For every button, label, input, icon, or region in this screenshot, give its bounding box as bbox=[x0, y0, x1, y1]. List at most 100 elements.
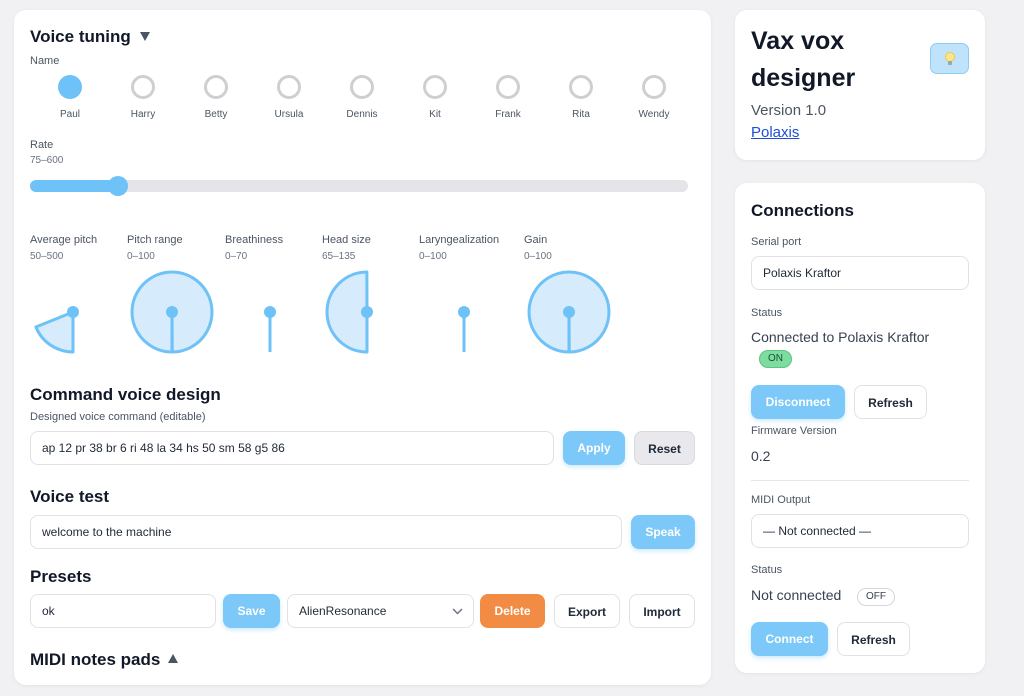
command-input[interactable]: ap 12 pr 38 br 6 ri 48 la 34 hs 50 sm 58… bbox=[30, 431, 554, 465]
export-button[interactable]: Export bbox=[554, 594, 620, 628]
knob-label: Average pitch bbox=[30, 234, 98, 246]
command-field-label: Designed voice command (editable) bbox=[30, 411, 206, 423]
knob-header: Average pitch 50–500 bbox=[30, 234, 97, 262]
voice-option-kit[interactable]: Kit bbox=[405, 75, 465, 120]
knob-head-size[interactable] bbox=[322, 267, 412, 357]
delete-preset-button[interactable]: Delete bbox=[480, 594, 545, 628]
status-badge-off: OFF bbox=[857, 588, 895, 606]
triangle-up-icon[interactable] bbox=[167, 653, 179, 664]
voice-tuning-card: Voice tuning Name Paul Harry Betty Ursula De… bbox=[14, 10, 711, 685]
voice-radio[interactable] bbox=[642, 75, 666, 99]
voice-name-label: Harry bbox=[130, 109, 156, 120]
voice-test-input[interactable]: welcome to the machine bbox=[30, 515, 622, 549]
connections-card: Connections Serial port Polaxis Kraftor … bbox=[735, 183, 985, 673]
voice-option-wendy[interactable]: Wendy bbox=[624, 75, 684, 120]
voice-name-label: Wendy bbox=[638, 109, 670, 120]
connections-title: Connections bbox=[751, 201, 854, 220]
knob-laryngealization[interactable] bbox=[419, 267, 509, 357]
triangle-down-icon[interactable] bbox=[139, 31, 151, 42]
knob-header: Head size 65–135 bbox=[322, 234, 371, 262]
voice-name-label: Kit bbox=[429, 109, 441, 120]
voice-name-label: Rita bbox=[572, 109, 590, 120]
rate-slider-thumb[interactable] bbox=[107, 176, 128, 196]
voice-name-label: Ursula bbox=[274, 109, 304, 120]
voice-name-label: Frank bbox=[495, 109, 521, 120]
voice-radio[interactable] bbox=[569, 75, 593, 99]
knob-label: Pitch range bbox=[127, 234, 183, 246]
voice-name-label: Dennis bbox=[346, 109, 378, 120]
voice-name-label: Betty bbox=[204, 109, 228, 120]
knob-handle bbox=[264, 306, 276, 318]
firmware-value: 0.2 bbox=[751, 448, 771, 464]
voice-option-paul[interactable]: Paul bbox=[40, 75, 100, 120]
voice-option-betty[interactable]: Betty bbox=[186, 75, 246, 120]
voice-option-frank[interactable]: Frank bbox=[478, 75, 538, 120]
voice-radio[interactable] bbox=[350, 75, 374, 99]
knob-range: 0–70 bbox=[225, 251, 248, 262]
knob-header: Gain 0–100 bbox=[524, 234, 552, 262]
knob-handle bbox=[166, 306, 178, 318]
knob-label: Head size bbox=[322, 234, 371, 246]
knob-pitch-range[interactable] bbox=[127, 267, 217, 357]
firmware-label: Firmware Version bbox=[751, 425, 837, 437]
knob-average-pitch[interactable] bbox=[28, 267, 118, 357]
speak-button[interactable]: Speak bbox=[631, 515, 695, 549]
preset-select[interactable]: AlienResonance bbox=[287, 594, 474, 628]
voice-radio[interactable] bbox=[496, 75, 520, 99]
import-button[interactable]: Import bbox=[629, 594, 695, 628]
reset-button[interactable]: Reset bbox=[634, 431, 695, 465]
serial-status-label: Status bbox=[751, 307, 783, 319]
knob-header: Pitch range 0–100 bbox=[127, 234, 183, 262]
knob-handle bbox=[67, 306, 79, 318]
voice-option-harry[interactable]: Harry bbox=[113, 75, 173, 120]
knob-label: Gain bbox=[524, 234, 548, 246]
serial-port-select[interactable]: Polaxis Kraftor bbox=[751, 256, 969, 290]
voice-option-rita[interactable]: Rita bbox=[551, 75, 611, 120]
voice-option-dennis[interactable]: Dennis bbox=[332, 75, 392, 120]
rate-slider[interactable] bbox=[30, 176, 688, 196]
connections-divider bbox=[751, 480, 969, 481]
knob-value-arc bbox=[325, 270, 369, 354]
app-title-line1: Vax vox bbox=[751, 27, 845, 55]
midi-refresh-button[interactable]: Refresh bbox=[837, 622, 910, 656]
name-label: Name bbox=[30, 55, 60, 67]
voice-tuning-title: Voice tuning bbox=[30, 27, 131, 46]
midi-output-select[interactable]: — Not connected — bbox=[751, 514, 969, 548]
knob-range: 65–135 bbox=[322, 251, 356, 262]
preset-select-value: AlienResonance bbox=[299, 604, 387, 618]
version-text: Version 1.0 bbox=[751, 102, 827, 119]
voice-radio[interactable] bbox=[277, 75, 301, 99]
save-preset-button[interactable]: Save bbox=[223, 594, 280, 628]
knob-range: 50–500 bbox=[30, 251, 64, 262]
knob-header: Breathiness 0–70 bbox=[225, 234, 283, 262]
voice-radio[interactable] bbox=[58, 75, 82, 99]
rate-range: 75–600 bbox=[30, 155, 64, 166]
voice-option-ursula[interactable]: Ursula bbox=[259, 75, 319, 120]
command-title: Command voice design bbox=[30, 385, 221, 404]
knob-handle bbox=[361, 306, 373, 318]
midi-status-text: Not connected bbox=[751, 587, 842, 603]
apply-button[interactable]: Apply bbox=[563, 431, 625, 465]
polaxis-link[interactable]: Polaxis bbox=[751, 124, 800, 141]
preset-name-input[interactable]: ok bbox=[30, 594, 216, 628]
knob-label: Breathiness bbox=[225, 234, 284, 246]
serial-port-label: Serial port bbox=[751, 236, 802, 248]
app-title-line2: designer bbox=[751, 64, 856, 92]
voice-radio[interactable] bbox=[131, 75, 155, 99]
knob-handle bbox=[563, 306, 575, 318]
knob-handle bbox=[458, 306, 470, 318]
knob-label: Laryngealization bbox=[419, 234, 500, 246]
knob-gain[interactable] bbox=[524, 267, 614, 357]
knob-header: Laryngealization 0–100 bbox=[419, 234, 499, 262]
presets-title: Presets bbox=[30, 567, 92, 586]
knob-breathiness[interactable] bbox=[225, 267, 315, 357]
midi-connect-button[interactable]: Connect bbox=[751, 622, 828, 656]
theme-toggle-button[interactable] bbox=[930, 43, 969, 74]
voice-radio[interactable] bbox=[204, 75, 228, 99]
voice-radio[interactable] bbox=[423, 75, 447, 99]
disconnect-button[interactable]: Disconnect bbox=[751, 385, 845, 419]
rate-label: Rate bbox=[30, 139, 54, 151]
serial-refresh-button[interactable]: Refresh bbox=[854, 385, 927, 419]
knob-range: 0–100 bbox=[524, 251, 552, 262]
voice-name-label: Paul bbox=[59, 109, 80, 120]
